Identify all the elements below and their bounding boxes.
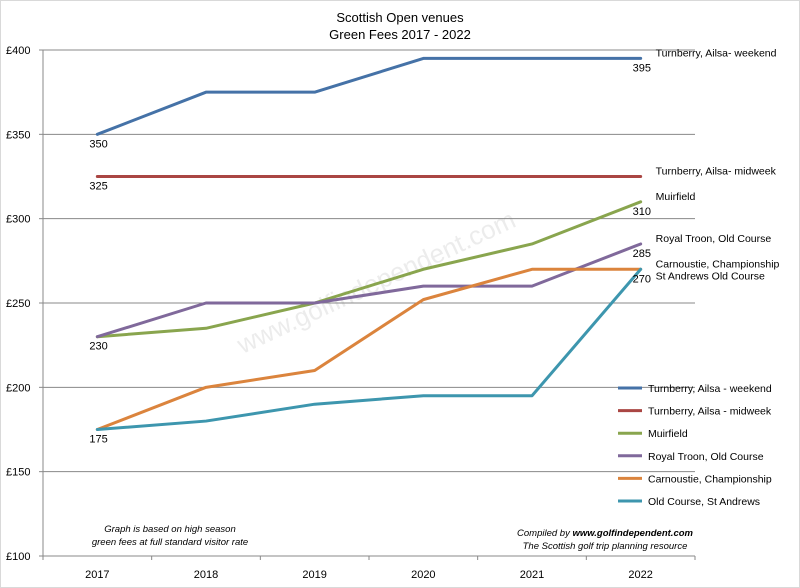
legend-label-5: Carnoustie, Championship <box>648 473 772 485</box>
note-right-line-1: Compiled by www.golfindependent.com <box>490 527 720 540</box>
legend-label-4: Royal Troon, Old Course <box>648 451 764 463</box>
chart-title: Scottish Open venues <box>336 10 464 25</box>
chart-subtitle: Green Fees 2017 - 2022 <box>329 27 471 42</box>
data-label: 395 <box>633 62 651 74</box>
x-tick-label: 2021 <box>520 569 544 581</box>
data-label: 270 <box>633 273 651 285</box>
legend-label-1: Turnberry, Ailsa - weekend <box>648 383 772 395</box>
y-tick-label: £400 <box>6 45 30 57</box>
line-end-label: Turnberry, Ailsa- weekend <box>656 47 777 59</box>
series-line-1 <box>95 56 643 136</box>
legend-label-6: Old Course, St Andrews <box>648 496 760 508</box>
y-tick-label: £200 <box>6 382 30 394</box>
y-tick-label: £100 <box>6 551 30 563</box>
note-left-line-2: green fees at full standard visitor rate <box>91 537 249 548</box>
data-label: 325 <box>89 181 107 193</box>
data-label: 175 <box>89 434 107 446</box>
line-end-label: St Andrews Old Course <box>656 270 765 282</box>
data-label: 350 <box>89 138 107 150</box>
series-line-6 <box>95 267 643 431</box>
y-tick-label: £250 <box>6 298 30 310</box>
y-tick-label: £150 <box>6 467 30 479</box>
note-right-site: www.golfindependent.com <box>572 528 693 539</box>
legend-label-2: Turnberry, Ailsa - midweek <box>648 406 772 418</box>
data-label: 310 <box>633 206 651 218</box>
legend-label-3: Muirfield <box>648 428 688 440</box>
x-tick-label: 2020 <box>411 569 435 581</box>
line-end-label: Carnoustie, Championship <box>656 258 780 270</box>
x-tick-label: 2022 <box>628 569 652 581</box>
note-right: Compiled by www.golfindependent.com The … <box>490 527 720 553</box>
note-right-prefix: Compiled by <box>517 528 573 539</box>
y-tick-label: £300 <box>6 214 30 226</box>
note-left: Graph is based on high season green fees… <box>55 523 285 549</box>
x-tick-label: 2019 <box>302 569 326 581</box>
line-end-label: Turnberry, Ailsa- midweek <box>656 166 777 178</box>
line-end-label: Muirfield <box>656 191 696 203</box>
x-tick-label: 2017 <box>85 569 109 581</box>
line-end-label: Royal Troon, Old Course <box>656 233 772 245</box>
data-label: 285 <box>633 248 651 260</box>
series-line-4 <box>95 242 643 339</box>
note-left-line-1: Graph is based on high season <box>104 524 236 535</box>
y-tick-label: £350 <box>6 129 30 141</box>
x-tick-label: 2018 <box>194 569 218 581</box>
series-line-5 <box>95 267 643 431</box>
data-label: 230 <box>89 341 107 353</box>
note-right-line-2: The Scottish golf trip planning resource <box>522 541 688 552</box>
series-line-3 <box>95 200 643 339</box>
